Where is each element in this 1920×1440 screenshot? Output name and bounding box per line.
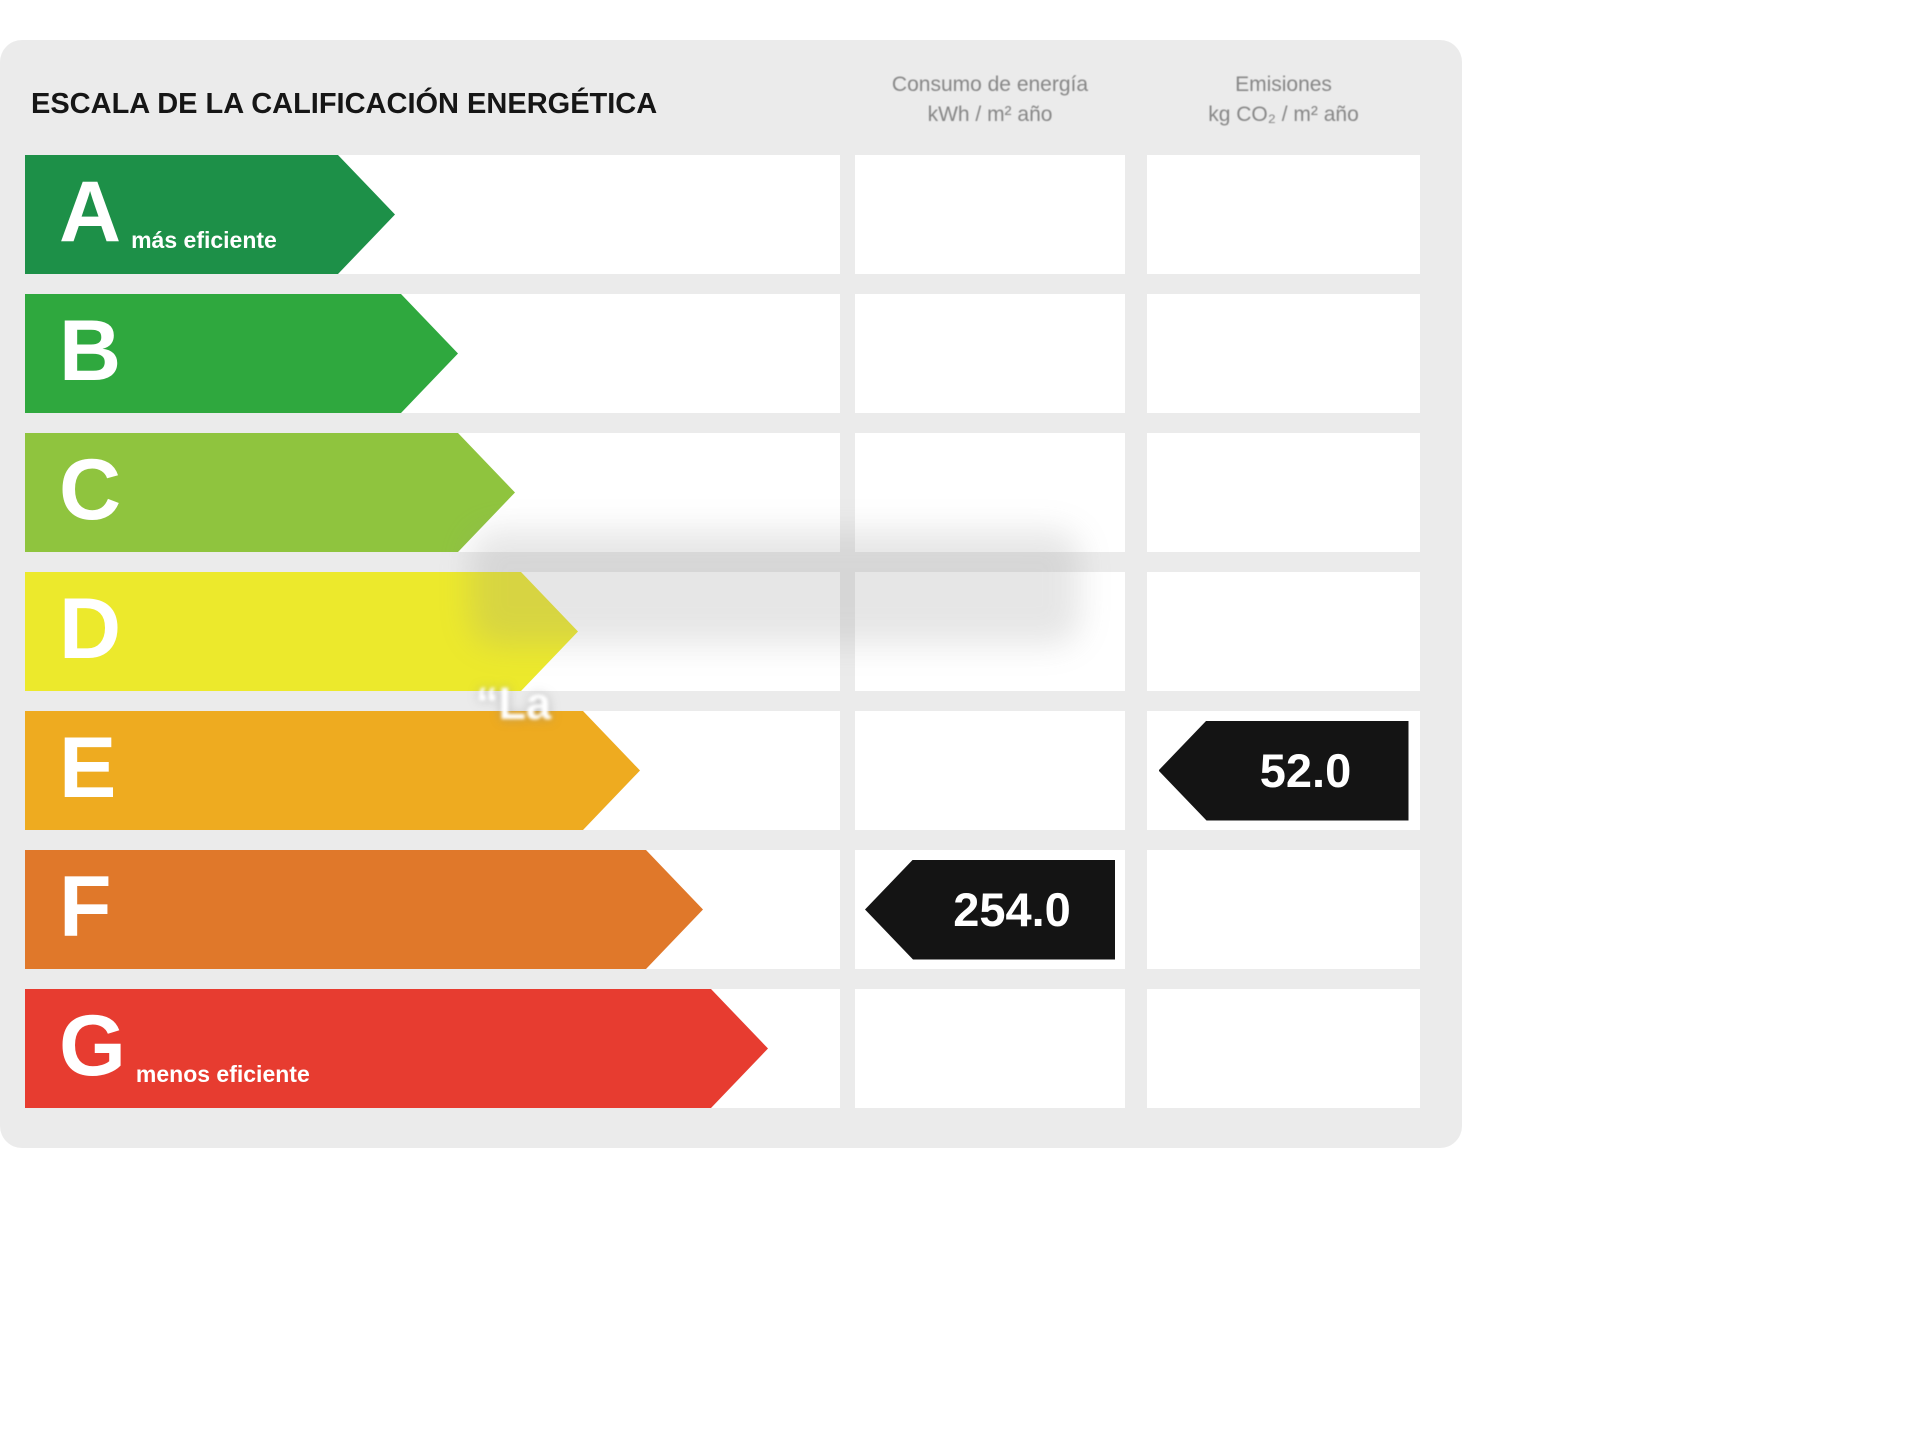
header: ESCALA DE LA CALIFICACIÓN ENERGÉTICA Con… bbox=[0, 40, 1462, 155]
emisiones-header-line1: Emisiones bbox=[1235, 73, 1332, 96]
emisiones-value: 52.0 bbox=[1259, 744, 1352, 797]
rating-bar-cell-e: E bbox=[25, 711, 840, 830]
emisiones-cell-b bbox=[1147, 294, 1420, 413]
consumo-value-tag: 254.0 bbox=[865, 859, 1115, 960]
rating-row-c: C bbox=[25, 433, 1462, 552]
rating-arrow-c: C bbox=[25, 433, 515, 552]
rating-arrow-d: D bbox=[25, 572, 578, 691]
consumo-value: 254.0 bbox=[953, 883, 1071, 936]
rating-row-d: D bbox=[25, 572, 1462, 691]
consumo-cell-f: 254.0 bbox=[855, 850, 1125, 969]
page-title: ESCALA DE LA CALIFICACIÓN ENERGÉTICA bbox=[31, 88, 658, 120]
rating-letter-c: C bbox=[59, 441, 122, 538]
consumo-header-line1: Consumo de energía bbox=[891, 73, 1089, 96]
emisiones-cell-e: 52.0 bbox=[1147, 711, 1420, 830]
rating-row-e: E 52.0 bbox=[25, 711, 1462, 830]
emisiones-cell-c bbox=[1147, 433, 1420, 552]
emisiones-value-tag: 52.0 bbox=[1158, 720, 1409, 821]
consumo-header-line2: kWh / m² año bbox=[927, 103, 1053, 127]
emisiones-column-header: Emisiones kg CO₂ / m² año bbox=[1147, 70, 1420, 131]
consumo-cell-b bbox=[855, 294, 1125, 413]
rating-letter-a: A bbox=[59, 163, 122, 260]
rating-bar-cell-f: F bbox=[25, 850, 840, 969]
emisiones-header-line2: kg CO₂ / m² año bbox=[1208, 103, 1359, 127]
rating-letter-f: F bbox=[59, 858, 112, 955]
rating-bar-cell-c: C bbox=[25, 433, 840, 552]
rating-arrow-g: G menos eficiente bbox=[25, 989, 768, 1108]
emisiones-cell-g bbox=[1147, 989, 1420, 1108]
rating-row-a: A más eficiente bbox=[25, 155, 1462, 274]
rating-arrow-f: F bbox=[25, 850, 703, 969]
rating-letter-d: D bbox=[59, 580, 122, 677]
rating-note-a: más eficiente bbox=[131, 227, 277, 253]
rating-bar-cell-g: G menos eficiente bbox=[25, 989, 840, 1108]
rating-row-f: F 254.0 bbox=[25, 850, 1462, 969]
emisiones-cell-d bbox=[1147, 572, 1420, 691]
consumo-cell-a bbox=[855, 155, 1125, 274]
rating-rows: A más eficiente B C bbox=[25, 155, 1462, 1108]
rating-row-g: G menos eficiente bbox=[25, 989, 1462, 1108]
rating-bar-cell-d: D bbox=[25, 572, 840, 691]
energy-rating-panel: ESCALA DE LA CALIFICACIÓN ENERGÉTICA Con… bbox=[0, 40, 1462, 1148]
rating-letter-e: E bbox=[59, 719, 117, 816]
rating-letter-b: B bbox=[59, 302, 122, 399]
rating-row-b: B bbox=[25, 294, 1462, 413]
title-block: ESCALA DE LA CALIFICACIÓN ENERGÉTICA bbox=[25, 70, 855, 121]
rating-bar-cell-a: A más eficiente bbox=[25, 155, 840, 274]
emisiones-cell-f bbox=[1147, 850, 1420, 969]
rating-arrow-a: A más eficiente bbox=[25, 155, 395, 274]
rating-arrow-b: B bbox=[25, 294, 458, 413]
consumo-cell-c bbox=[855, 433, 1125, 552]
rating-note-g: menos eficiente bbox=[135, 1061, 310, 1087]
rating-arrow-e: E bbox=[25, 711, 640, 830]
rating-letter-g: G bbox=[59, 997, 126, 1094]
emisiones-cell-a bbox=[1147, 155, 1420, 274]
rating-bar-cell-b: B bbox=[25, 294, 840, 413]
consumo-cell-g bbox=[855, 989, 1125, 1108]
consumo-cell-d bbox=[855, 572, 1125, 691]
consumo-cell-e bbox=[855, 711, 1125, 830]
consumo-column-header: Consumo de energía kWh / m² año bbox=[855, 70, 1125, 131]
